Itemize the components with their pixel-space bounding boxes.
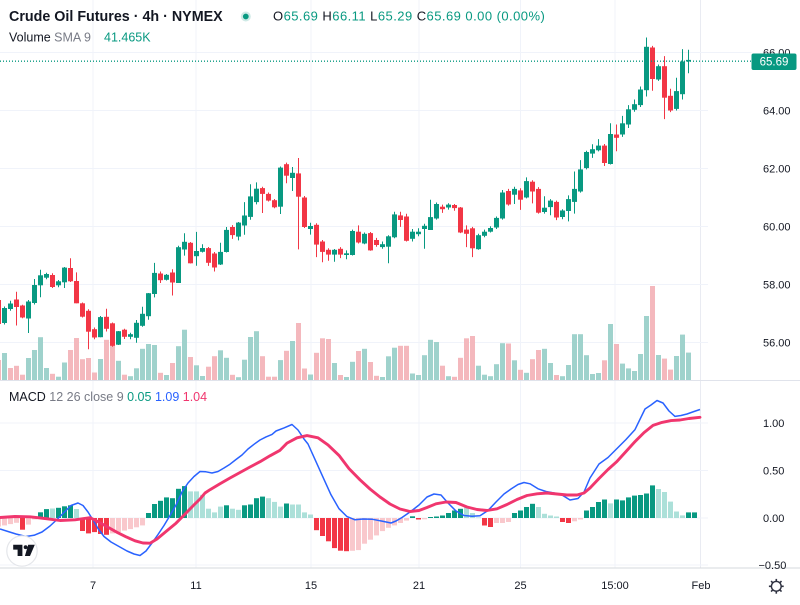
svg-text:0.50: 0.50 (763, 465, 784, 477)
svg-text:0.00: 0.00 (763, 513, 784, 525)
svg-text:56.00: 56.00 (763, 337, 791, 349)
svg-text:7: 7 (90, 580, 96, 592)
svg-text:11: 11 (190, 580, 201, 592)
svg-text:Crude Oil Futures · 4h · NYMEX: Crude Oil Futures · 4h · NYMEX (9, 9, 223, 25)
svg-text:65.69: 65.69 (760, 57, 789, 69)
svg-text:21: 21 (413, 580, 425, 592)
svg-text:15: 15 (305, 580, 317, 592)
svg-text:25: 25 (514, 580, 526, 592)
svg-text:62.00: 62.00 (763, 163, 791, 175)
svg-text:64.00: 64.00 (763, 105, 791, 117)
svg-text:−0.50: −0.50 (759, 560, 787, 572)
svg-text:15:00: 15:00 (601, 580, 629, 592)
svg-text:O65.69 H66.11 L65.29 C65.69 0.: O65.69 H66.11 L65.29 C65.69 0.00 (0.00%) (273, 9, 545, 24)
svg-text:41.465K: 41.465K (104, 31, 151, 45)
svg-text:MACD 12 26 close 9 0.05 1.09: MACD 12 26 close 9 0.05 1.09 1.04 (9, 390, 207, 404)
svg-text:Volume SMA 9: Volume SMA 9 (9, 31, 91, 45)
svg-text:1.00: 1.00 (763, 418, 784, 430)
svg-text:Feb: Feb (692, 580, 711, 592)
svg-text:58.00: 58.00 (763, 279, 791, 291)
svg-text:60.00: 60.00 (763, 221, 791, 233)
